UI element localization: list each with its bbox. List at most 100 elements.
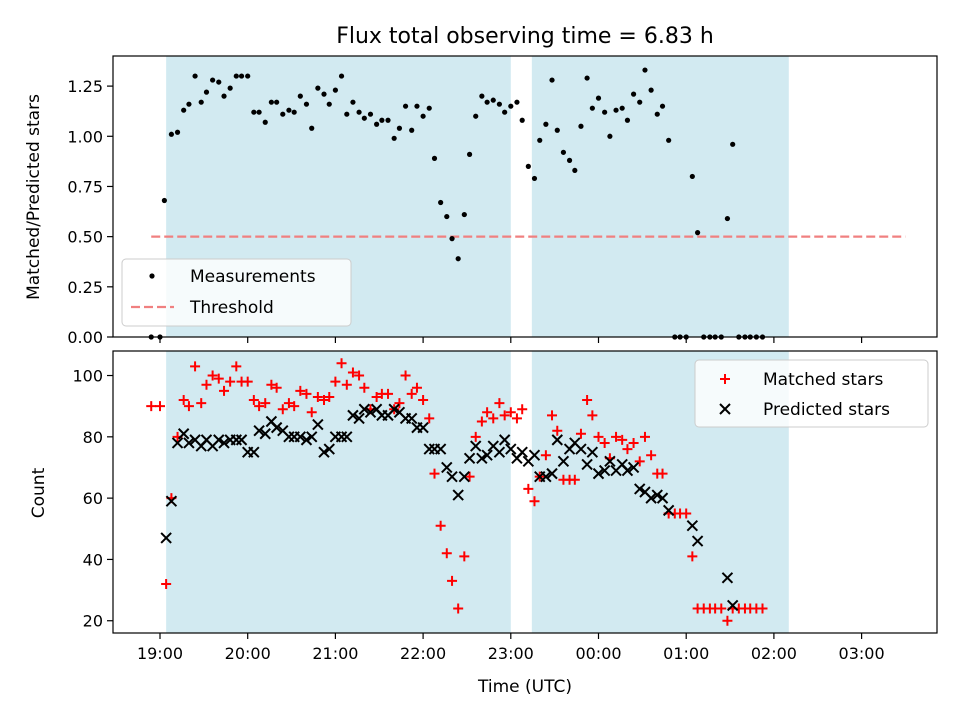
top-measurements-point-44 (409, 127, 415, 133)
top-measurements-point-43 (402, 103, 409, 109)
legend-matched-marker (720, 374, 730, 384)
top-measurements-point-4 (174, 129, 181, 135)
top-measurements-point-41 (391, 135, 397, 141)
top-measurements-point-73 (578, 123, 584, 129)
bottom-predicted-stars-point-47 (434, 443, 447, 455)
bottom-matched-stars-point-10 (207, 370, 218, 381)
bottom-matched-stars-point-26 (301, 388, 312, 399)
top-y-tick-label-2: 0.50 (67, 228, 103, 247)
bottom-matched-stars-point-81 (622, 444, 633, 455)
bottom-predicted-stars-point-1 (165, 495, 178, 507)
top-measurements-point-33 (344, 111, 350, 117)
top-measurements-point-62 (514, 99, 520, 105)
bottom-predicted-stars-point-17 (259, 428, 271, 440)
top-measurements-point-46 (420, 113, 426, 119)
top-measurements-point-61 (508, 103, 514, 109)
bottom-predicted-stars-point-75 (598, 464, 611, 477)
bottom-predicted-stars-point-59 (505, 443, 517, 455)
top-measurements-point-47 (426, 105, 432, 111)
bottom-y-axis-label: Count (29, 467, 49, 518)
top-measurements-point-39 (379, 117, 385, 123)
top-measurements-point-9 (203, 89, 210, 95)
bottom-predicted-stars-point-88 (691, 535, 704, 547)
top-measurements-point-34 (350, 99, 356, 105)
top-measurements-point-14 (233, 73, 239, 79)
bottom-matched-stars-point-27 (306, 407, 317, 418)
bottom-legend-box (694, 359, 929, 428)
bottom-matched-stars-point-17 (248, 395, 259, 406)
bottom-matched-stars-point-35 (354, 370, 365, 381)
top-measurements-point-40 (385, 117, 391, 123)
bottom-predicted-stars-point-0 (160, 532, 172, 544)
bottom-matched-stars-point-11 (213, 373, 224, 384)
bottom-matched-stars-point-42 (394, 398, 405, 409)
top-measurements-point-17 (251, 109, 257, 115)
bottom-predicted-stars-point-68 (557, 455, 570, 468)
top-measurements-point-79 (613, 107, 619, 113)
bottom-predicted-stars-point-71 (575, 443, 587, 455)
bottom-predicted-stars-point-32 (347, 409, 359, 422)
top-measurements-point-83 (637, 99, 643, 105)
bottom-matched-stars-point-22 (277, 404, 288, 415)
bottom-predicted-stars-point-90 (726, 599, 739, 612)
top-measurements-point-16 (245, 73, 251, 79)
bottom-predicted-stars-point-26 (312, 418, 324, 431)
bottom-matched-stars-point-77 (599, 437, 610, 448)
top-measurements-point-42 (396, 125, 403, 131)
bottom-matched-stars-point-51 (447, 575, 458, 586)
bottom-predicted-stars-point-34 (358, 403, 371, 415)
bottom-matched-stars-point-38 (371, 391, 382, 402)
bottom-panel: 20 40 60 80 100 19:00 20:00 21:00 22:00 23:00 00:0… (72, 350, 938, 663)
top-measurements-point-13 (227, 85, 233, 91)
top-y-tick-label-4: 1.00 (67, 127, 103, 146)
top-chart-title: Flux total observing time = 6.83 h (336, 24, 714, 49)
bottom-predicted-stars-point-84 (651, 489, 663, 501)
bottom-predicted-stars-point-57 (493, 446, 506, 458)
bottom-matched-stars-point-80 (617, 434, 628, 445)
bottom-predicted-stars-point-79 (621, 464, 634, 477)
bottom-matched-stars-point-69 (552, 425, 563, 436)
bottom-predicted-stars-point-35 (364, 406, 377, 419)
top-measurements-point-58 (490, 97, 496, 103)
bottom-matched-stars-point-79 (611, 431, 622, 442)
bottom-predicted-stars-point-76 (604, 455, 616, 468)
bottom-predicted-stars-point-39 (388, 403, 400, 415)
bottom-matched-stars-point-68 (547, 410, 558, 421)
bottom-predicted-stars-point-55 (481, 449, 493, 461)
bottom-matched-stars-point-8 (196, 398, 207, 409)
top-measurements-point-36 (361, 115, 367, 121)
top-measurements-point-45 (414, 103, 420, 109)
bottom-matched-stars-point-49 (435, 520, 446, 531)
bottom-predicted-stars-point-63 (528, 449, 541, 461)
bottom-matched-stars-point-9 (201, 379, 212, 390)
top-y-axis-label: Matched/Predicted stars (24, 94, 44, 300)
bottom-matched-stars-point-31 (330, 376, 341, 387)
top-measurements-point-48 (431, 155, 438, 161)
bottom-predicted-stars-point-67 (551, 434, 563, 446)
legend-measurements-label: Measurements (190, 267, 316, 287)
top-measurements-point-85 (648, 87, 654, 93)
bottom-y-tick-label-3: 80 (83, 428, 103, 447)
top-measurements-point-53 (461, 211, 467, 218)
top-measurements-point-64 (525, 163, 531, 169)
bottom-matched-stars-point-92 (687, 551, 698, 562)
legend-measurements-marker (149, 273, 155, 279)
bottom-predicted-stars-point-10 (218, 437, 230, 449)
bottom-matched-stars-point-83 (634, 456, 645, 467)
bottom-matched-stars-point-48 (429, 468, 440, 479)
x-tick-label-4: 23:00 (488, 644, 534, 663)
bottom-matched-stars-point-72 (569, 474, 580, 485)
top-shaded-region-1 (531, 56, 789, 337)
top-measurements-point-3 (168, 131, 175, 137)
bottom-predicted-stars-point-72 (581, 458, 593, 471)
top-measurements-point-2 (161, 197, 167, 204)
bottom-matched-stars-point-104 (757, 603, 768, 614)
top-measurements-point-74 (584, 75, 590, 81)
bottom-matched-stars-point-5 (178, 395, 189, 406)
bottom-matched-stars-point-1 (155, 401, 165, 412)
bottom-matched-stars-point-13 (225, 376, 236, 387)
top-measurements-point-52 (455, 256, 461, 262)
top-measurements-point-35 (356, 109, 362, 115)
bottom-matched-stars-point-33 (341, 379, 352, 390)
bottom-predicted-stars-point-61 (516, 446, 528, 458)
